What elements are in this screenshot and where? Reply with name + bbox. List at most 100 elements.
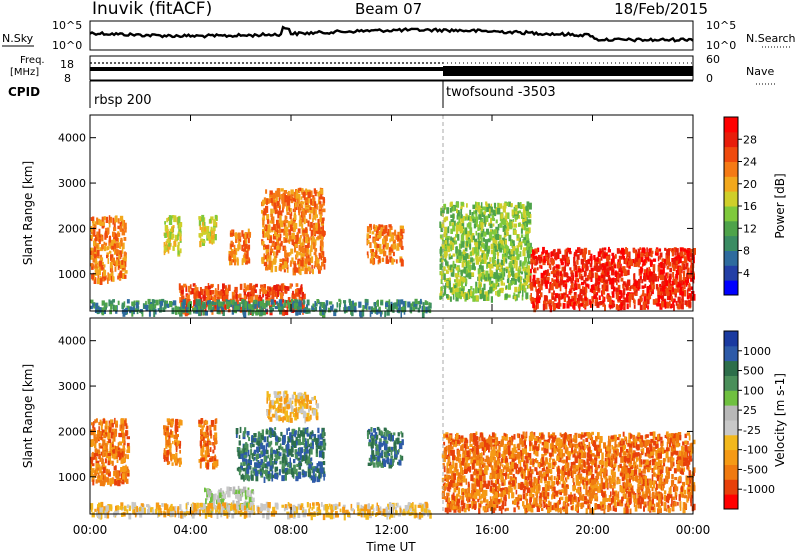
power-ytick-label: 4000 bbox=[58, 132, 86, 145]
power-echo-cell bbox=[623, 294, 625, 300]
velocity-echo-cell bbox=[200, 418, 203, 425]
power-echo-cell bbox=[228, 250, 231, 255]
velocity-echo-cell bbox=[165, 454, 169, 462]
power-echo-cell bbox=[584, 250, 587, 255]
power-echo-cell bbox=[660, 285, 662, 291]
power-echo-cell bbox=[500, 259, 504, 265]
power-colorbar-swatch bbox=[724, 220, 738, 237]
power-echo-cell bbox=[627, 292, 630, 297]
power-echo-cell bbox=[422, 302, 425, 307]
velocity-echo-cell bbox=[304, 441, 307, 448]
power-echo-cell bbox=[500, 265, 503, 269]
power-echo-cell bbox=[481, 253, 484, 258]
power-echo-cell bbox=[589, 301, 592, 308]
velocity-echo-cell bbox=[263, 449, 266, 456]
power-echo-cell bbox=[385, 226, 388, 230]
power-echo-cell bbox=[505, 229, 508, 234]
power-echo-cell bbox=[425, 306, 428, 314]
velocity-echo-cell bbox=[213, 455, 217, 461]
power-echo-cell bbox=[650, 253, 653, 258]
power-echo-cell bbox=[488, 279, 491, 286]
power-echo-cell bbox=[628, 296, 632, 302]
power-echo-cell bbox=[466, 241, 468, 247]
power-echo-cell bbox=[167, 246, 171, 250]
power-echo-cell bbox=[492, 237, 495, 244]
power-echo-cell bbox=[112, 275, 114, 282]
power-echo-cell bbox=[309, 206, 312, 210]
power-echo-cell bbox=[271, 307, 274, 312]
power-echo-cell bbox=[277, 219, 281, 224]
power-echo-cell bbox=[113, 223, 116, 229]
power-echo-cell bbox=[239, 283, 243, 290]
power-echo-cell bbox=[564, 262, 567, 267]
power-echo-cell bbox=[675, 278, 678, 285]
velocity-echo-cell bbox=[101, 451, 104, 458]
power-echo-cell bbox=[373, 302, 376, 306]
velocity-echo-cell bbox=[171, 420, 174, 427]
power-echo-cell bbox=[281, 309, 285, 316]
power-echo-cell bbox=[559, 285, 562, 292]
velocity-echo-cell bbox=[125, 430, 128, 437]
velocity-echo-cell bbox=[175, 434, 179, 438]
power-echo-cell bbox=[280, 228, 285, 233]
power-echo-cell bbox=[92, 219, 95, 226]
velocity-echo-cell bbox=[295, 468, 298, 475]
power-echo-cell bbox=[315, 190, 318, 194]
power-echo-cell bbox=[685, 301, 689, 307]
power-echo-cell bbox=[154, 304, 157, 309]
power-echo-cell bbox=[605, 279, 609, 284]
power-echo-cell bbox=[649, 259, 653, 265]
power-echo-cell bbox=[296, 250, 299, 258]
power-echo-cell bbox=[284, 286, 288, 290]
power-echo-cell bbox=[113, 243, 116, 247]
power-echo-cell bbox=[323, 305, 328, 311]
power-echo-cell bbox=[644, 293, 649, 300]
power-echo-cell bbox=[506, 278, 510, 284]
power-echo-cell bbox=[266, 255, 269, 262]
power-echo-cell bbox=[170, 215, 173, 220]
power-echo-cell bbox=[545, 250, 548, 255]
power-echo-cell bbox=[313, 207, 316, 214]
power-echo-cell bbox=[255, 283, 258, 288]
power-echo-cell bbox=[367, 235, 371, 239]
power-echo-cell bbox=[279, 220, 284, 228]
power-echo-cell bbox=[247, 228, 250, 236]
power-echo-cell bbox=[635, 292, 638, 296]
power-echo-cell bbox=[455, 202, 459, 206]
power-echo-cell bbox=[123, 222, 127, 230]
power-echo-cell bbox=[683, 251, 687, 256]
power-echo-cell bbox=[495, 291, 497, 296]
velocity-echo-cell bbox=[166, 450, 170, 456]
power-echo-cell bbox=[200, 297, 203, 303]
velocity-echo-cell bbox=[280, 431, 283, 437]
power-echo-cell bbox=[243, 240, 246, 247]
power-echo-cell bbox=[557, 293, 561, 300]
power-echo-cell bbox=[553, 297, 557, 302]
power-echo-cell bbox=[463, 215, 465, 220]
power-echo-cell bbox=[449, 207, 452, 213]
power-echo-cell bbox=[107, 272, 109, 279]
velocity-echo-cell bbox=[240, 450, 244, 456]
power-echo-cell bbox=[593, 290, 596, 294]
velocity-echo-cell bbox=[163, 448, 166, 455]
power-echo-cell bbox=[116, 232, 121, 237]
power-echo-cell bbox=[254, 289, 257, 294]
power-echo-cell bbox=[501, 253, 505, 259]
power-echo-cell bbox=[174, 234, 179, 242]
power-echo-cell bbox=[681, 254, 685, 259]
power-echo-cell bbox=[400, 229, 403, 236]
power-echo-cell bbox=[475, 230, 478, 236]
power-echo-cell bbox=[378, 231, 382, 238]
power-echo-cell bbox=[488, 273, 491, 281]
power-echo-cell bbox=[379, 249, 383, 255]
power-echo-cell bbox=[573, 253, 576, 259]
velocity-echo-cell bbox=[279, 437, 282, 442]
velocity-echo-cell bbox=[101, 436, 104, 442]
power-echo-cell bbox=[286, 212, 290, 215]
power-echo-cell bbox=[185, 300, 188, 306]
power-echo-cell bbox=[390, 246, 394, 251]
velocity-echo-cell bbox=[308, 463, 312, 469]
power-echo-cell bbox=[580, 295, 583, 301]
power-echo-cell bbox=[284, 263, 288, 268]
power-echo-cell bbox=[245, 304, 248, 310]
